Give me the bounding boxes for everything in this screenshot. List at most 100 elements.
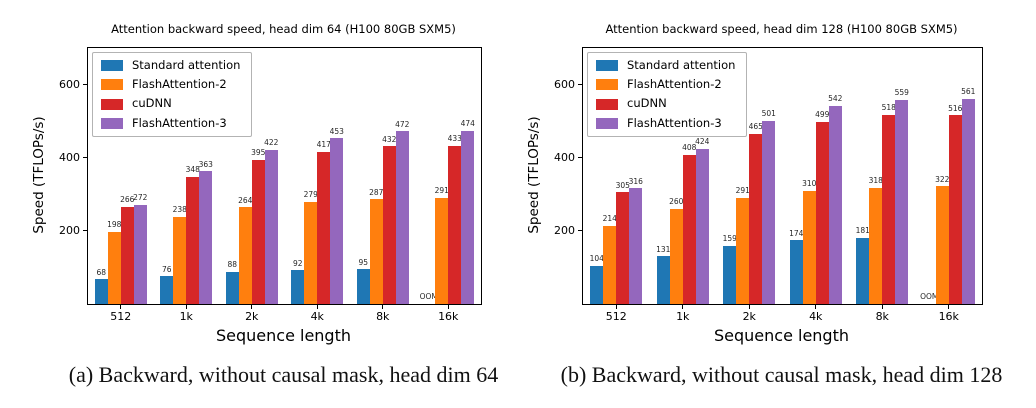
subfigure-a: Attention backward speed, head dim 64 (H…	[31, 22, 499, 387]
bar-value-label: 474	[460, 119, 475, 129]
bar-value-label: 131	[656, 244, 671, 254]
y-axis-label: Speed (TFLOPs/s)	[526, 116, 542, 234]
bar	[199, 171, 213, 304]
bar	[723, 245, 737, 304]
bar	[590, 265, 604, 304]
legend-label: cuDNN	[132, 96, 172, 111]
bar	[238, 207, 252, 304]
legend-item: cuDNN	[596, 97, 735, 110]
bar-value-label: 92	[292, 258, 303, 268]
bar	[736, 197, 750, 304]
bar	[682, 154, 696, 304]
y-axis-label: Speed (TFLOPs/s)	[31, 116, 47, 234]
bar	[789, 240, 803, 304]
bar	[749, 133, 763, 304]
bar-value-label: 159	[722, 234, 737, 244]
x-tick-mark	[682, 305, 684, 309]
x-tick-label: 2k	[245, 310, 259, 323]
y-tick-mark	[578, 157, 582, 159]
bar-value-label: 291	[735, 186, 750, 196]
bar-value-label: 310	[802, 179, 817, 189]
y-tick-label: 600	[554, 78, 575, 92]
x-tick-label: 512	[110, 310, 132, 323]
x-tick-label: 4k	[809, 310, 823, 323]
bar-value-label: 408	[682, 143, 697, 153]
y-tick-label: 200	[554, 224, 575, 238]
legend-item: FlashAttention-2	[596, 77, 735, 92]
bar-value-label: 266	[120, 195, 135, 205]
legend: Standard attention FlashAttention-2 cuDNN F…	[92, 52, 253, 137]
bar-value-label: 432	[382, 134, 397, 144]
bar	[304, 201, 318, 304]
bar-value-label: 214	[602, 214, 617, 224]
bar	[225, 271, 239, 304]
plot-area: 200 400 600 512 104 214 305 316 1k 131 260 408 424 2k…	[554, 47, 983, 322]
bar-value-label: 88	[227, 260, 238, 270]
bar	[291, 270, 305, 304]
y-tick-label: 400	[554, 151, 575, 165]
legend-swatch	[596, 98, 618, 110]
bar-value-label: 363	[198, 159, 213, 169]
x-tick-label: 1k	[676, 310, 690, 323]
x-tick-label: 512	[605, 310, 627, 323]
bar-value-label: 559	[894, 88, 909, 98]
y-tick-mark	[83, 157, 87, 159]
x-tick-mark	[615, 305, 617, 309]
bar-value-label: 238	[172, 205, 187, 215]
y-tick-mark	[578, 230, 582, 232]
legend-swatch	[596, 117, 618, 129]
bar-value-label: 264	[238, 195, 253, 205]
legend-swatch	[596, 79, 618, 91]
y-tick-mark	[83, 84, 87, 86]
legend-label: Standard attention	[627, 58, 736, 72]
legend-label: FlashAttention-3	[627, 115, 722, 130]
plot-area: 200 400 600 512 68 198 266 272 1k 76 238 348 363 2k 88…	[59, 47, 482, 322]
x-tick-mark	[881, 305, 883, 309]
x-tick-label: 16k	[938, 310, 959, 323]
bar-value-label: 453	[329, 126, 344, 136]
x-tick-label: 16k	[438, 310, 459, 323]
x-tick-mark	[815, 305, 817, 309]
bar	[869, 187, 883, 304]
legend-item: FlashAttention-2	[101, 77, 240, 91]
figure-caption: (b) Backward, without causal mask, head …	[560, 362, 1003, 387]
bar	[382, 146, 396, 304]
bar	[435, 197, 449, 304]
oom-label: OOM	[920, 291, 939, 301]
bar-value-label: 305	[615, 180, 630, 190]
bar	[356, 269, 370, 304]
legend-label: Standard attention	[132, 58, 241, 72]
subfigure-b: Attention backward speed, head dim 128 (…	[518, 0, 1036, 408]
x-axis-label: Sequence length	[215, 326, 352, 345]
bar-value-label: 181	[855, 226, 870, 236]
bar	[461, 130, 475, 304]
legend-label: FlashAttention-2	[627, 77, 722, 92]
bar	[669, 208, 683, 304]
legend-item: cuDNN	[101, 97, 240, 110]
bar-value-label: 516	[948, 103, 963, 113]
bar	[251, 159, 265, 304]
bar-value-label: 472	[395, 119, 410, 129]
bar	[695, 148, 709, 304]
bar-value-label: 95	[358, 257, 369, 267]
y-tick-mark	[578, 84, 582, 86]
bar	[94, 279, 108, 304]
bar	[330, 138, 344, 304]
bar	[160, 276, 174, 304]
bar-value-label: 318	[868, 176, 883, 186]
x-tick-mark	[447, 305, 449, 309]
bar-value-label: 279	[303, 190, 318, 200]
bar	[369, 199, 383, 304]
bar-value-label: 104	[589, 254, 604, 264]
legend-swatch	[101, 117, 123, 129]
x-axis-label: Sequence length	[713, 326, 850, 345]
bar	[173, 216, 187, 304]
y-tick-label: 400	[59, 151, 80, 165]
x-tick-label: 1k	[179, 310, 193, 323]
legend-item: FlashAttention-3	[596, 115, 735, 130]
bar-value-label: 422	[264, 138, 279, 148]
figure-caption: (a) Backward, without causal mask, head …	[68, 362, 499, 387]
bar	[935, 186, 949, 304]
legend-swatch	[101, 79, 123, 91]
